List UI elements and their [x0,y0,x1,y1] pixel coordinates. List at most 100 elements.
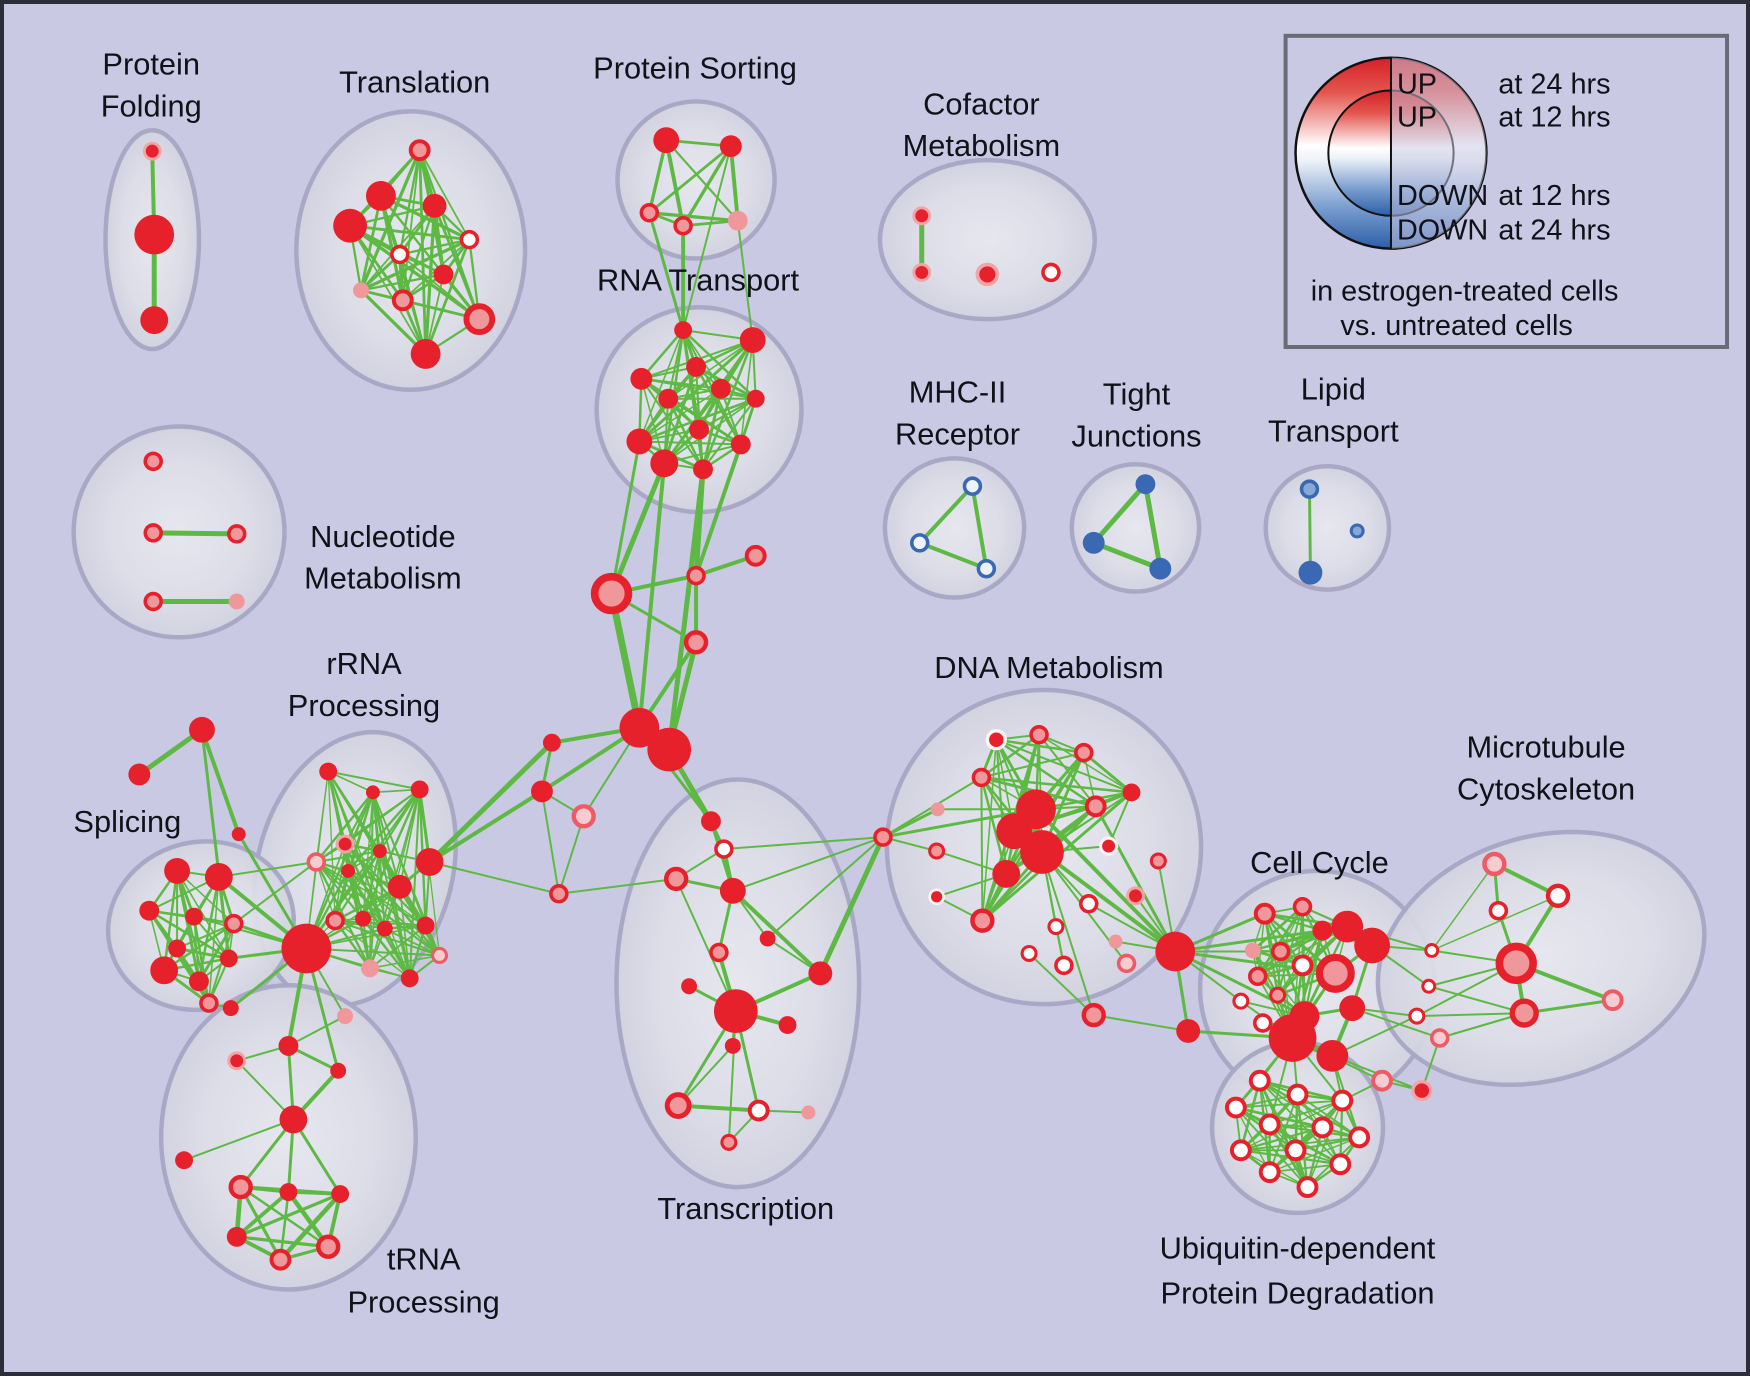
edge [427,740,555,865]
edge [1268,1123,1342,1166]
gene-node [1429,1028,1450,1048]
edge [418,149,471,241]
gene-node [653,127,680,154]
gene-node [143,451,163,472]
edge [346,788,421,873]
edge [1234,1099,1344,1109]
gene-node [912,262,932,282]
edge [702,397,757,471]
gene-node [330,1062,347,1079]
edge [610,439,641,596]
edge [197,922,236,983]
gene-node [150,956,179,985]
legend-direction-label: DOWN [1397,180,1488,212]
gene-node [281,923,332,974]
legend-footer-line: vs. untreated cells [1340,310,1572,342]
edge [1427,985,1526,1015]
edge [640,378,757,400]
cluster-label-protein-sorting: Protein Sorting [593,51,797,86]
gene-node [1601,989,1624,1012]
gene-node [650,449,679,478]
gene-node [219,949,238,968]
edge [731,836,884,892]
gene-node [1312,920,1333,941]
edge [995,738,1097,808]
edge [379,850,386,930]
edge [327,770,421,791]
gene-node [128,763,151,786]
gene-node [1149,557,1172,580]
gene-node [778,1016,797,1034]
legend-time-label: at 24 hrs [1498,68,1610,100]
gene-node [1224,1096,1247,1119]
gene-node [185,907,203,926]
gene-node [1331,910,1364,943]
edge [1091,481,1148,546]
gene-node [549,884,569,904]
gene-node [279,1105,308,1134]
gene-node [1348,1126,1371,1149]
edge [334,919,441,957]
edge [1415,1012,1526,1018]
cluster-ellipse-protein-sorting [615,99,777,261]
gene-node [542,733,561,752]
edge [199,727,241,837]
gene-node [630,367,653,390]
gene-node [1229,1139,1252,1162]
edge [1239,1126,1324,1152]
gene-node [1029,724,1049,745]
gene-node [531,780,553,803]
gene-node [1331,1089,1354,1112]
edge [315,861,336,922]
gene-node [658,388,679,409]
edge [278,1191,343,1262]
gene-node [226,524,247,544]
edge [1307,487,1312,575]
gene-node [686,565,706,586]
gene-node [168,939,187,958]
legend-time-label: at 12 hrs [1498,180,1610,212]
cluster-label-ubiquitin-degradation: Protein Degradation [1161,1275,1435,1310]
gene-node [713,989,758,1033]
gene-node [1020,830,1064,874]
gene-node [674,321,693,340]
gene-node [199,993,219,1013]
gene-node [353,282,369,299]
edge [427,789,544,864]
edge [315,791,375,864]
edge [348,224,471,242]
cluster-label-rrna-processing: Processing [288,688,440,723]
edge [638,329,684,443]
legend-box [1283,33,1730,349]
edge [980,776,1008,876]
edge [384,927,441,957]
legend-direction-label: UP [1397,101,1437,133]
gene-node [719,135,742,158]
cluster-label-microtubule-cytoskeleton: Cytoskeleton [1457,771,1635,806]
gene-node [1258,1113,1281,1136]
gene-node [1258,1161,1281,1184]
gene-node [1424,943,1440,958]
edge [728,144,740,223]
edge [359,194,383,292]
edge [369,954,441,970]
edge [727,1010,737,1144]
gene-node [278,1035,299,1056]
gene-node [231,827,246,842]
gene-node [724,1037,741,1054]
edge [681,328,757,400]
gene-node [306,852,327,872]
edge [333,885,401,922]
edge [362,918,427,927]
edge [917,484,975,545]
edge [637,338,755,443]
cluster-label-mhc-ii-receptor: MHC-II [909,375,1007,410]
gene-node [1339,995,1366,1022]
edge [736,219,754,342]
gene-node [1292,896,1313,917]
gene-node [143,591,163,612]
gene-node [1122,783,1141,802]
edge [291,1117,342,1196]
edge [1173,949,1306,1018]
gene-node [316,1234,341,1259]
